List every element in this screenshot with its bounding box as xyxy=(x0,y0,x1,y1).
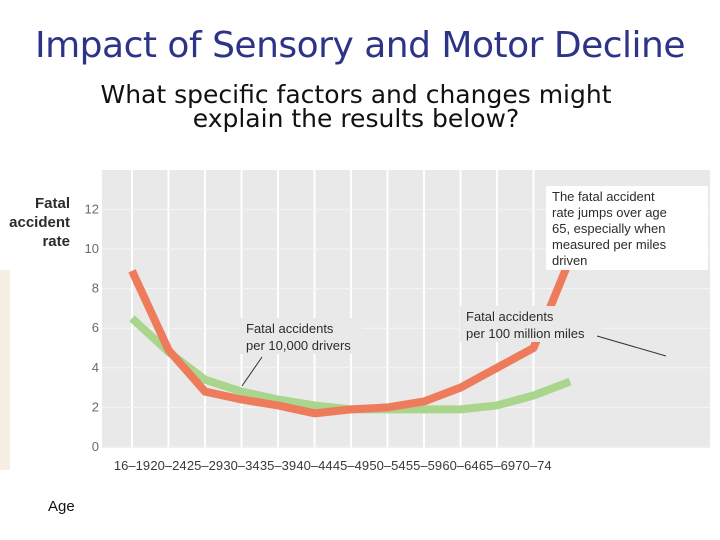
callout-text-line: 65, especially when xyxy=(552,221,665,236)
callout-text-line: driven xyxy=(552,253,587,268)
y-tick-label: 10 xyxy=(85,241,99,256)
subtitle-line-2: explain the results below? xyxy=(192,104,520,133)
callout-background xyxy=(546,186,708,270)
y-tick-label: 8 xyxy=(92,281,99,296)
y-axis-title-line: Fatal xyxy=(35,195,70,212)
callout-text-line: rate jumps over age xyxy=(552,205,667,220)
y-tick-label: 0 xyxy=(92,439,99,454)
callout-text-line: measured per miles xyxy=(552,237,667,252)
x-tick-label: 45–49 xyxy=(333,458,369,473)
x-tick-label: 16–19 xyxy=(114,458,150,473)
callout-text-line: The fatal accident xyxy=(552,189,655,204)
label-background xyxy=(240,318,362,354)
x-tick-label: 40–44 xyxy=(296,458,332,473)
x-tick-label: 20–24 xyxy=(150,458,186,473)
x-tick-label: 70–74 xyxy=(515,458,551,473)
y-axis-title-line: rate xyxy=(42,233,70,250)
series-line-per-miles xyxy=(128,257,574,418)
left-edge-decoration xyxy=(0,270,10,470)
series-label-drivers: per 10,000 drivers xyxy=(246,338,351,353)
label-background xyxy=(460,306,602,342)
x-tick-label: 35–39 xyxy=(260,458,296,473)
y-tick-label: 12 xyxy=(85,201,99,216)
series-label-miles: per 100 million miles xyxy=(466,326,585,341)
y-tick-label: 2 xyxy=(92,399,99,414)
x-tick-label: 55–59 xyxy=(406,458,442,473)
y-tick-label: 6 xyxy=(92,320,99,335)
series-label-drivers: Fatal accidents xyxy=(246,321,334,336)
x-tick-label: 25–29 xyxy=(187,458,223,473)
slide-title: Impact of Sensory and Motor Decline xyxy=(34,25,686,66)
x-axis-title: Age xyxy=(48,498,75,515)
leader-line-drivers xyxy=(241,356,263,387)
x-tick-label: 30–34 xyxy=(223,458,259,473)
y-tick-label: 4 xyxy=(92,360,99,375)
y-axis-title-line: accident xyxy=(9,214,70,231)
x-tick-label: 50–54 xyxy=(369,458,405,473)
subtitle-line-1: What specific factors and changes might xyxy=(100,80,612,109)
fatal-accident-chart: Fatal accident rate 0 2 4 6 8 10 12 16–19 20–24 25… xyxy=(0,170,710,473)
x-tick-label: 65–69 xyxy=(479,458,515,473)
series-label-miles: Fatal accidents xyxy=(466,309,554,324)
leader-line-miles xyxy=(596,335,667,357)
x-tick-label: 60–64 xyxy=(442,458,478,473)
